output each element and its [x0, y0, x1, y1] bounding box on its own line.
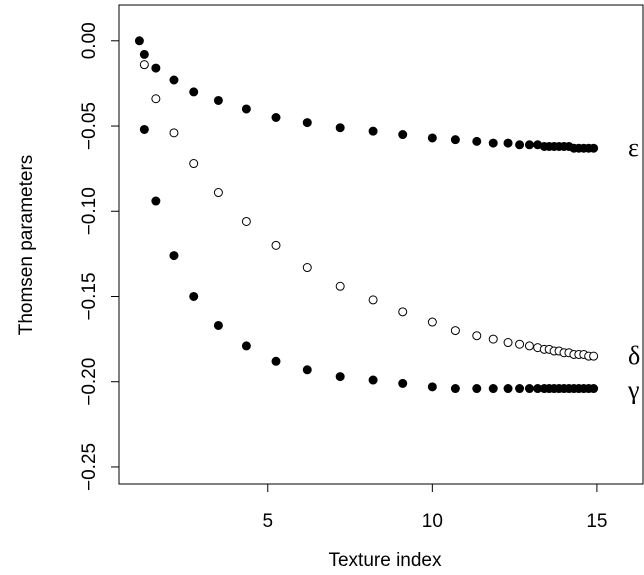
data-point — [503, 338, 513, 348]
data-point — [134, 36, 144, 46]
data-point — [398, 307, 408, 317]
data-point — [488, 334, 498, 344]
data-point — [169, 128, 179, 138]
series-label: δ — [628, 341, 640, 370]
data-point — [503, 138, 513, 148]
data-point — [189, 87, 199, 97]
x-tick-label: 15 — [586, 511, 607, 532]
data-point — [271, 240, 281, 250]
data-point — [151, 94, 161, 104]
data-point — [271, 113, 281, 123]
series-label: ε — [628, 133, 639, 162]
data-point — [151, 63, 161, 73]
data-point — [189, 159, 199, 169]
data-point — [335, 123, 345, 133]
data-point — [515, 339, 525, 349]
data-point — [472, 331, 482, 341]
data-point — [213, 95, 223, 105]
data-point — [427, 317, 437, 327]
data-point — [302, 365, 312, 375]
data-point — [139, 49, 149, 59]
x-tick-label: 10 — [422, 511, 443, 532]
data-point — [398, 130, 408, 140]
data-point — [589, 351, 599, 361]
series-label: γ — [627, 376, 640, 405]
data-point — [488, 138, 498, 148]
data-point — [427, 382, 437, 392]
data-point — [503, 384, 513, 394]
data-point — [472, 384, 482, 394]
data-point — [524, 341, 534, 351]
data-point — [524, 384, 534, 394]
y-tick-label: −0.15 — [79, 272, 100, 320]
data-point — [472, 136, 482, 146]
data-point — [213, 320, 223, 330]
data-point — [139, 124, 149, 134]
data-point — [189, 291, 199, 301]
data-point — [515, 384, 525, 394]
y-tick-label: −0.25 — [79, 443, 100, 491]
data-point — [589, 143, 599, 153]
data-point — [139, 60, 149, 70]
y-tick-label: −0.05 — [79, 102, 100, 150]
data-point — [302, 118, 312, 128]
data-point — [427, 133, 437, 143]
data-point — [169, 251, 179, 261]
data-point — [368, 295, 378, 305]
data-point — [524, 140, 534, 150]
y-tick-label: −0.20 — [79, 358, 100, 406]
y-tick-label: 0.00 — [79, 22, 100, 59]
data-point — [398, 378, 408, 388]
plot-frame — [118, 4, 644, 485]
data-point — [450, 384, 460, 394]
data-point — [368, 375, 378, 385]
data-point — [515, 140, 525, 150]
x-axis-title: Texture index — [328, 550, 442, 571]
x-tick-label: 5 — [262, 511, 273, 532]
y-tick-label: −0.10 — [79, 187, 100, 235]
data-point — [213, 188, 223, 198]
data-point — [450, 135, 460, 145]
y-axis-title: Thomsen parameters — [16, 155, 37, 336]
data-point — [241, 104, 251, 114]
data-point — [271, 356, 281, 366]
data-point — [589, 384, 599, 394]
data-point — [151, 196, 161, 206]
data-point — [335, 372, 345, 382]
data-point — [488, 384, 498, 394]
data-point — [302, 263, 312, 273]
data-point — [241, 216, 251, 226]
data-point — [335, 281, 345, 291]
data-point — [450, 326, 460, 336]
data-point — [169, 75, 179, 85]
data-point — [368, 126, 378, 136]
data-point — [241, 341, 251, 351]
